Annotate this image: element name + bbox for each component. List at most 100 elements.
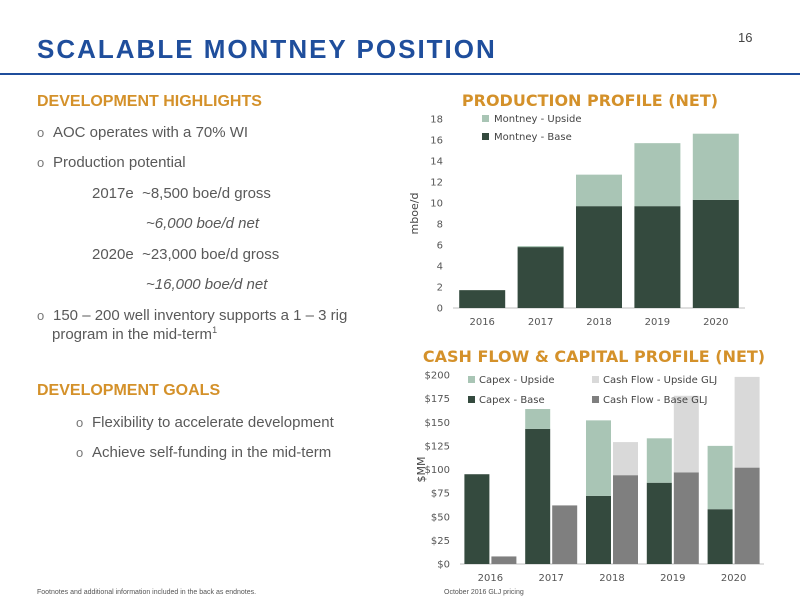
bar bbox=[734, 376, 760, 468]
bullet-text: Production potential bbox=[53, 154, 186, 171]
x-tick-label: 2020 bbox=[703, 317, 728, 328]
y-tick-label: 6 bbox=[437, 241, 443, 252]
bar bbox=[707, 445, 733, 510]
gross-value: ~23,000 boe/d gross bbox=[142, 246, 280, 263]
legend-label: Montney - Base bbox=[494, 132, 572, 143]
x-tick-label: 2016 bbox=[478, 573, 503, 584]
x-tick-label: 2016 bbox=[469, 317, 494, 328]
goal-text: Achieve self-funding in the mid-term bbox=[92, 444, 332, 461]
bar bbox=[634, 143, 681, 207]
bullet-glyph: o bbox=[37, 308, 45, 323]
goal-flexibility: o Flexibility to accelerate development bbox=[76, 414, 334, 431]
year-2020-gross: 2020e ~23,000 boe/d gross bbox=[92, 246, 279, 263]
bullet-glyph: o bbox=[76, 445, 84, 460]
bar bbox=[576, 174, 622, 207]
bar bbox=[552, 505, 578, 564]
chart-title: PRODUCTION PROFILE (NET) bbox=[462, 91, 718, 110]
bar bbox=[464, 474, 490, 564]
bar bbox=[613, 442, 638, 476]
y-tick-label: 8 bbox=[437, 220, 443, 231]
y-tick-label: 4 bbox=[437, 262, 443, 273]
legend-swatch bbox=[482, 133, 489, 140]
y-tick-label: $75 bbox=[431, 489, 450, 500]
y-tick-label: $25 bbox=[431, 536, 450, 547]
bar bbox=[525, 409, 551, 429]
legend-swatch bbox=[592, 376, 599, 383]
goal-text: Flexibility to accelerate development bbox=[92, 414, 334, 431]
y-tick-label: $175 bbox=[425, 394, 450, 405]
y-tick-label: $0 bbox=[437, 560, 450, 571]
bar bbox=[459, 290, 506, 308]
bullet-glyph: o bbox=[37, 125, 45, 140]
cash-flow-capital-chart: CASH FLOW & CAPITAL PROFILE (NET) $0 $25 $5… bbox=[415, 347, 765, 584]
x-tick-label: 2019 bbox=[660, 573, 685, 584]
bullet-text: program in the mid-term bbox=[52, 326, 213, 343]
y-tick-label: 0 bbox=[437, 304, 443, 315]
bullet-well-inventory-cont: program in the mid-term1 bbox=[52, 325, 217, 343]
y-tick-label: $200 bbox=[425, 371, 450, 382]
legend-label: Cash Flow - Upside GLJ bbox=[603, 375, 717, 386]
legend-label: Capex - Upside bbox=[479, 375, 554, 386]
bullet-well-inventory: o 150 – 200 well inventory supports a 1 –… bbox=[37, 307, 347, 324]
x-tick-label: 2020 bbox=[721, 573, 746, 584]
highlights-heading: DEVELOPMENT HIGHLIGHTS bbox=[37, 93, 262, 110]
y-tick-label: $50 bbox=[431, 512, 450, 523]
legend-swatch bbox=[468, 376, 475, 383]
bullet-text: AOC operates with a 70% WI bbox=[53, 124, 249, 141]
bullet-text: 150 – 200 well inventory supports a 1 – … bbox=[53, 307, 348, 324]
bar bbox=[707, 509, 733, 564]
year-2017-gross: 2017e ~8,500 boe/d gross bbox=[92, 185, 271, 202]
legend-swatch bbox=[482, 115, 489, 122]
x-tick-label: 2019 bbox=[645, 317, 670, 328]
chart-title: CASH FLOW & CAPITAL PROFILE (NET) bbox=[423, 347, 765, 366]
y-tick-label: 12 bbox=[430, 178, 443, 189]
bar bbox=[517, 247, 564, 308]
bar bbox=[586, 420, 611, 496]
y-tick-label: 18 bbox=[430, 115, 443, 126]
legend-label: Cash Flow - Base GLJ bbox=[603, 395, 707, 406]
x-tick-label: 2017 bbox=[528, 317, 553, 328]
page-number: 16 bbox=[738, 30, 753, 45]
production-profile-chart: PRODUCTION PROFILE (NET) 0 2 4 6 8 10 12 14 16 18 2… bbox=[408, 91, 745, 328]
y-tick-label: 16 bbox=[430, 136, 443, 147]
year-label: 2020e bbox=[92, 246, 134, 263]
bar bbox=[576, 206, 622, 308]
bullet-glyph: o bbox=[76, 415, 84, 430]
y-tick-label: 2 bbox=[437, 283, 443, 294]
bullet-glyph: o bbox=[37, 155, 45, 170]
bar bbox=[586, 495, 611, 564]
y-tick-label: $150 bbox=[425, 418, 450, 429]
bar bbox=[692, 133, 739, 200]
bar bbox=[525, 428, 551, 564]
footnote-left: Footnotes and additional information inc… bbox=[37, 589, 257, 596]
y-tick-label: $100 bbox=[425, 465, 450, 476]
bar bbox=[491, 556, 517, 564]
x-tick-label: 2017 bbox=[538, 573, 563, 584]
bar bbox=[634, 206, 681, 308]
title-divider bbox=[0, 73, 800, 75]
year-2017-net: ~6,000 boe/d net bbox=[146, 215, 260, 232]
x-tick-label: 2018 bbox=[599, 573, 624, 584]
page-title: SCALABLE MONTNEY POSITION bbox=[37, 34, 497, 64]
legend-swatch bbox=[468, 396, 475, 403]
footnote-marker: 1 bbox=[212, 325, 218, 335]
bar bbox=[613, 475, 638, 564]
gross-value: ~8,500 boe/d gross bbox=[142, 185, 271, 202]
bar bbox=[646, 482, 672, 564]
bar bbox=[673, 472, 699, 564]
bar bbox=[517, 246, 564, 248]
legend-label: Montney - Upside bbox=[494, 114, 582, 125]
bullet-operator: o AOC operates with a 70% WI bbox=[37, 124, 248, 141]
y-tick-label: 14 bbox=[430, 157, 443, 168]
legend-label: Capex - Base bbox=[479, 395, 545, 406]
y-tick-label: 10 bbox=[430, 199, 443, 210]
bar bbox=[646, 438, 672, 483]
y-axis-label: $MM bbox=[415, 457, 428, 483]
year-2020-net: ~16,000 boe/d net bbox=[146, 276, 268, 293]
year-label: 2017e bbox=[92, 185, 134, 202]
y-tick-label: $125 bbox=[425, 441, 450, 452]
goal-self-funding: o Achieve self-funding in the mid-term bbox=[76, 444, 331, 461]
x-tick-label: 2018 bbox=[586, 317, 611, 328]
bar bbox=[673, 395, 699, 473]
y-axis-label: mboe/d bbox=[408, 193, 421, 235]
